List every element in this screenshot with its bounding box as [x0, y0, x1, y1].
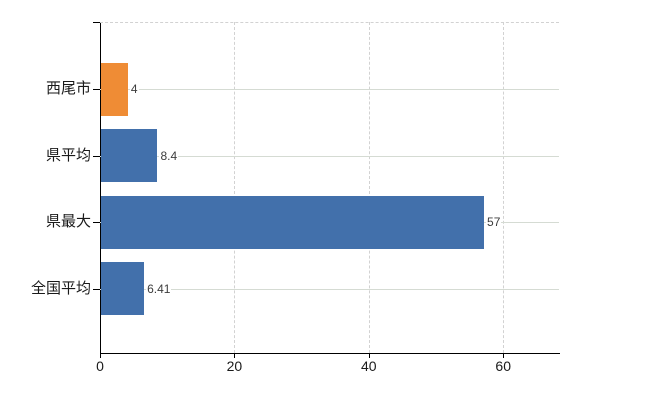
x-axis-tick: [368, 353, 370, 358]
vertical-gridline: [234, 22, 236, 353]
row-gridline: [100, 155, 559, 157]
bar-value-label: 6.41: [146, 281, 172, 296]
x-tick-label: 60: [495, 358, 511, 374]
row-gridline: [100, 89, 559, 90]
category-tick: [93, 288, 100, 290]
bar-value-label: 57: [486, 215, 502, 229]
x-tick-label: 20: [226, 358, 243, 374]
category-tick: [93, 155, 100, 157]
category-label: 県最大: [45, 213, 91, 230]
plot-top-border: [100, 22, 559, 23]
x-axis-tick: [100, 353, 101, 358]
x-tick-label: 40: [361, 358, 377, 374]
x-axis-tick: [503, 353, 505, 358]
bar-value-label: 4: [129, 82, 139, 96]
bar: [101, 262, 145, 315]
category-label: 全国平均: [30, 279, 91, 297]
x-tick-label: 0: [96, 358, 104, 374]
category-tick: [93, 222, 100, 223]
category-tick: [93, 89, 100, 90]
bar: [101, 129, 158, 182]
vertical-gridline: [503, 22, 505, 353]
x-axis-tick: [234, 353, 236, 358]
category-label: 県平均: [45, 146, 91, 164]
bar: [101, 62, 128, 116]
y-axis-line: [100, 22, 101, 353]
vertical-gridline: [368, 22, 370, 353]
row-gridline: [100, 288, 559, 290]
x-axis-line: [100, 353, 560, 354]
y-axis-top-tick: [93, 22, 100, 23]
bar: [101, 195, 485, 249]
bar-value-label: 8.4: [159, 148, 179, 163]
category-label: 西尾市: [45, 80, 91, 97]
